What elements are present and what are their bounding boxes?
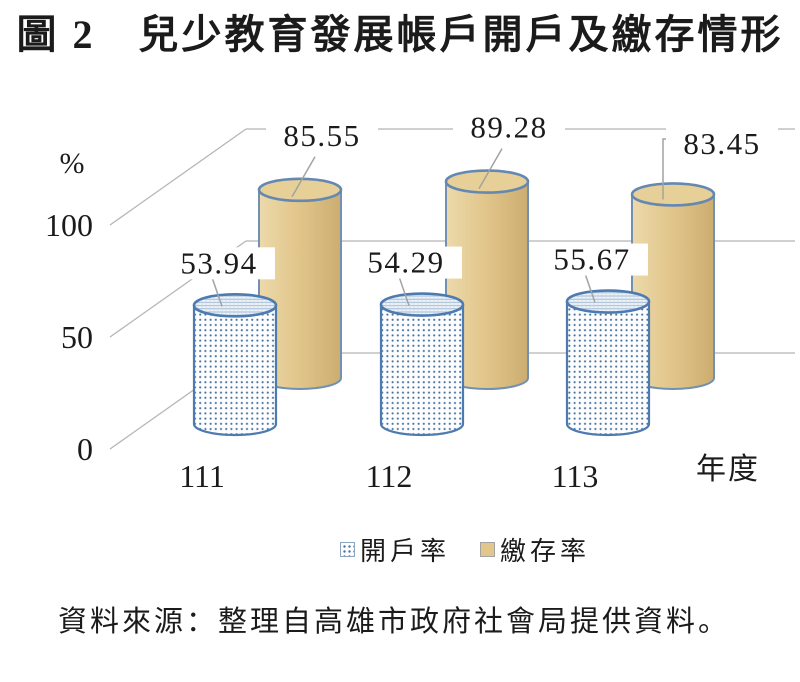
value-label-background bbox=[266, 119, 378, 152]
legend-label-deposit-rate: 繳存率 bbox=[500, 537, 591, 566]
label-leader-line bbox=[584, 273, 596, 303]
value-label-background bbox=[163, 247, 275, 280]
value-labels: 85.55 89.28 83.45 53.94 54.29 55.67 bbox=[163, 110, 778, 307]
x-axis-title: 年度 bbox=[696, 453, 760, 486]
cylinder-open-rate-111 bbox=[192, 305, 278, 437]
legend-item-deposit-rate: 繳存率 bbox=[480, 531, 590, 568]
label-leader-line bbox=[478, 148, 503, 189]
figure-title: 圖 2 兒少教育發展帳戶開戶及繳存情形 bbox=[16, 12, 784, 57]
y-tick-label: 0 bbox=[77, 431, 93, 467]
cylinder-top-deposit-rate-113 bbox=[630, 182, 716, 207]
value-label-background bbox=[666, 128, 778, 160]
cylinder-top-deposit-rate-112 bbox=[444, 169, 530, 194]
cylinder-top-open-rate-111 bbox=[192, 293, 278, 318]
value-label-open-rate-113: 55.67 bbox=[553, 242, 630, 277]
source-note: 資料來源：整理自高雄市政府社會局提供資料。 bbox=[58, 606, 731, 638]
chart-legend: 開戶率 繳存率 bbox=[340, 531, 590, 568]
legend-item-open-rate: 開戶率 bbox=[340, 531, 450, 568]
value-label-deposit-rate-111: 85.55 bbox=[283, 118, 360, 153]
x-category-label: 112 bbox=[366, 458, 413, 494]
x-axis-labels: 111 112 113 年度 bbox=[179, 453, 760, 494]
y-axis-tick-labels: 0 50 100% bbox=[45, 147, 93, 467]
gridline-diagonal bbox=[109, 128, 247, 226]
x-category-label: 111 bbox=[179, 458, 225, 494]
value-label-open-rate-111: 53.94 bbox=[180, 245, 257, 280]
x-category-label: 113 bbox=[552, 458, 599, 494]
y-tick-label: 100 bbox=[45, 207, 93, 243]
value-label-deposit-rate-112: 89.28 bbox=[470, 110, 547, 145]
y-tick-label: 50 bbox=[61, 319, 93, 355]
cylinder-top-deposit-rate-111 bbox=[257, 177, 343, 203]
value-label-deposit-rate-113: 83.45 bbox=[683, 126, 760, 161]
cylinder-top-open-rate-112 bbox=[379, 292, 465, 317]
cylinder-open-rate-113 bbox=[565, 301, 651, 437]
cylinders bbox=[192, 169, 716, 437]
value-label-background bbox=[453, 111, 565, 144]
value-label-background bbox=[350, 246, 462, 279]
legend-label-open-rate: 開戶率 bbox=[360, 537, 451, 566]
value-label-open-rate-112: 54.29 bbox=[367, 245, 444, 280]
value-label-background bbox=[536, 243, 648, 276]
label-leader-line bbox=[398, 276, 410, 306]
cylinder-open-rate-112 bbox=[379, 304, 465, 437]
legend-swatch-deposit-rate-icon bbox=[480, 542, 496, 557]
y-axis-unit-label: % bbox=[60, 147, 85, 180]
label-leader-line bbox=[291, 156, 316, 198]
legend-swatch-open-rate-icon bbox=[340, 542, 355, 557]
label-leader-line bbox=[211, 277, 223, 307]
cylinder-top-open-rate-113 bbox=[565, 289, 651, 314]
